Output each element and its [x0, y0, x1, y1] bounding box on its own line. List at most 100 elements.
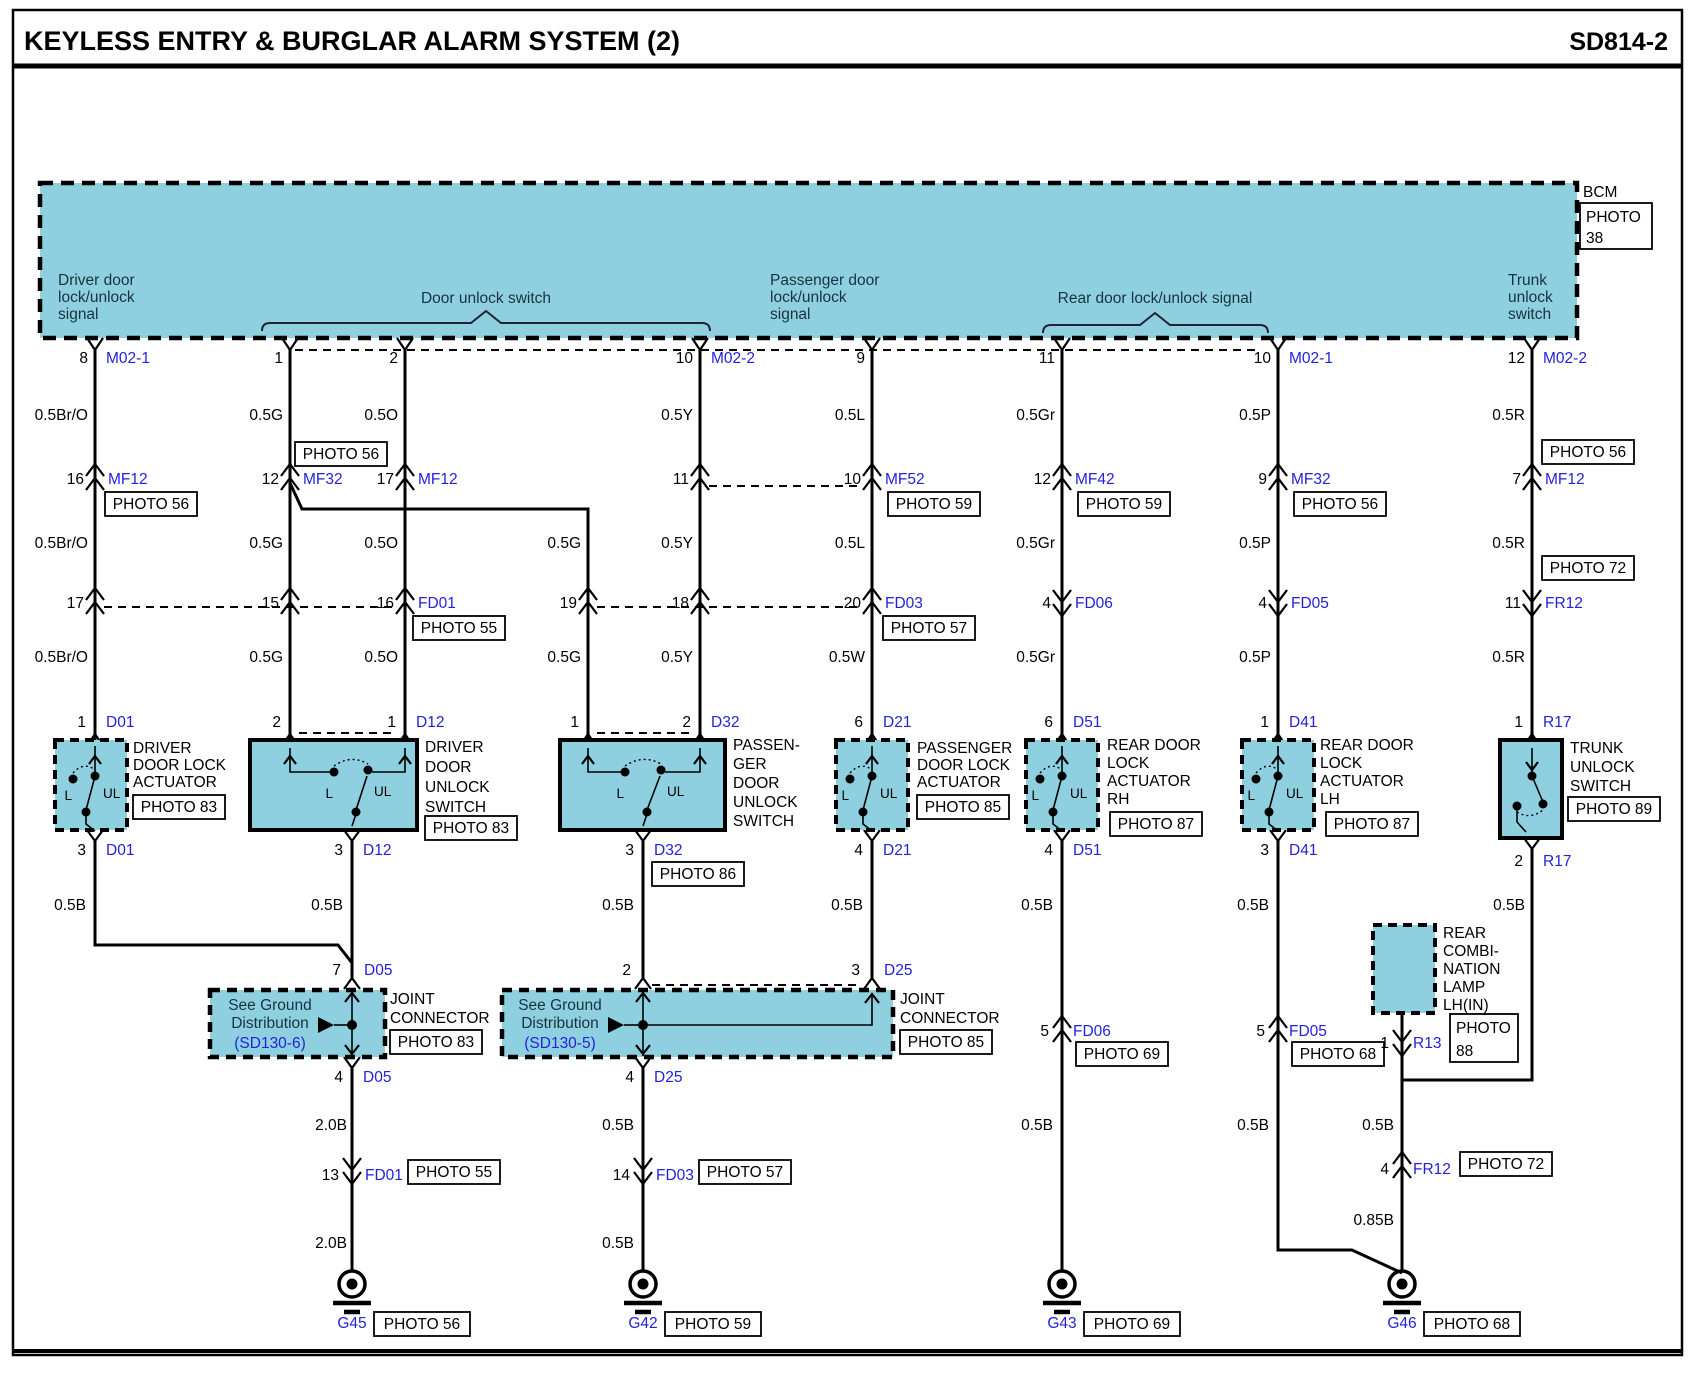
svg-text:(SD130-5)[interactable]: (SD130-5)	[524, 1035, 596, 1052]
svg-text:D41[interactable]: D41	[1289, 842, 1317, 859]
row3-connector-chevrons	[85, 586, 1542, 618]
svg-text:D25[interactable]: D25	[654, 1069, 682, 1086]
svg-text:MF12[interactable]: MF12	[1545, 471, 1585, 488]
svg-text:UL: UL	[1286, 786, 1304, 801]
svg-text:2: 2	[272, 714, 281, 731]
svg-text:19: 19	[560, 595, 577, 612]
photo-ref: PHOTO 57	[707, 1164, 783, 1181]
svg-text:0.5P: 0.5P	[1239, 407, 1271, 424]
svg-text:FR12[interactable]: FR12	[1413, 1161, 1451, 1178]
connector-code[interactable]: M02-1	[106, 350, 150, 367]
svg-text:DOOR: DOOR	[733, 775, 780, 792]
svg-text:3: 3	[1260, 842, 1269, 859]
svg-text:D51[interactable]: D51	[1073, 842, 1101, 859]
photo-ref: PHOTO	[1456, 1020, 1511, 1037]
svg-text:LOCK: LOCK	[1107, 755, 1150, 772]
svg-text:5: 5	[1040, 1023, 1049, 1040]
svg-text:1: 1	[387, 714, 396, 731]
lower-connector-chevrons	[342, 976, 1412, 1186]
svg-text:FD03[interactable]: FD03	[656, 1167, 694, 1184]
ground-code[interactable]: G43	[1047, 1315, 1076, 1332]
svg-text:MF32[interactable]: MF32	[303, 471, 343, 488]
svg-text:4: 4	[334, 1069, 343, 1086]
svg-text:NATION: NATION	[1443, 961, 1500, 978]
photo-ref: PHOTO 56	[384, 1316, 460, 1333]
svg-text:L: L	[325, 786, 333, 801]
svg-text:FR12[interactable]: FR12	[1545, 595, 1583, 612]
svg-text:Distribution: Distribution	[231, 1015, 309, 1032]
ground-code[interactable]: G45	[337, 1315, 366, 1332]
photo-ref: PHOTO 87	[1118, 816, 1194, 833]
svg-text:D21[interactable]: D21	[883, 714, 911, 731]
photo-ref: PHOTO 56	[303, 446, 379, 463]
svg-text:RH: RH	[1107, 791, 1129, 808]
svg-text:LH: LH	[1320, 791, 1340, 808]
bcm-module-box: BCM PHOTO 38 Driver door lock/unlock sig…	[37, 180, 1653, 341]
svg-text:lock/unlock: lock/unlock	[58, 289, 135, 306]
svg-text:D51[interactable]: D51	[1073, 714, 1101, 731]
svg-text:UL: UL	[374, 784, 392, 799]
svg-text:MF42[interactable]: MF42	[1075, 471, 1115, 488]
connector-code[interactable]: M02-2	[1543, 350, 1587, 367]
svg-text:0.5B: 0.5B	[602, 897, 634, 914]
svg-text:R17[interactable]: R17	[1543, 853, 1571, 870]
svg-text:R17[interactable]: R17	[1543, 714, 1571, 731]
svg-text:D12[interactable]: D12	[416, 714, 444, 731]
pin-number: 12	[1508, 350, 1525, 367]
svg-text:FD03[interactable]: FD03	[885, 595, 923, 612]
svg-text:5: 5	[1256, 1023, 1265, 1040]
svg-text:1: 1	[1260, 714, 1269, 731]
svg-text:D05[interactable]: D05	[364, 962, 392, 979]
svg-text:1: 1	[570, 714, 579, 731]
svg-text:D12[interactable]: D12	[363, 842, 391, 859]
svg-text:D01[interactable]: D01	[106, 714, 134, 731]
svg-text:D25[interactable]: D25	[884, 962, 912, 979]
svg-text:D32[interactable]: D32	[711, 714, 739, 731]
svg-text:D21[interactable]: D21	[883, 842, 911, 859]
svg-text:FD01[interactable]: FD01	[418, 595, 456, 612]
ground-symbol-g46	[1383, 1269, 1421, 1315]
svg-text:R13[interactable]: R13	[1413, 1035, 1441, 1052]
svg-text:18: 18	[672, 595, 689, 612]
svg-text:MF32[interactable]: MF32	[1291, 471, 1331, 488]
rear-combination-lamp-box	[1371, 923, 1437, 1015]
svg-text:LOCK: LOCK	[1320, 755, 1363, 772]
svg-text:0.5Gr: 0.5Gr	[1016, 649, 1055, 666]
svg-text:13: 13	[322, 1167, 339, 1184]
pin-number: 11	[1039, 350, 1055, 367]
svg-text:UNLOCK: UNLOCK	[1570, 759, 1635, 776]
svg-text:FD05[interactable]: FD05	[1291, 595, 1329, 612]
svg-text:FD06[interactable]: FD06	[1075, 595, 1113, 612]
connector-code[interactable]: M02-2	[711, 350, 755, 367]
connector-code[interactable]: M02-1	[1289, 350, 1333, 367]
ground-code[interactable]: G42	[628, 1315, 657, 1332]
photo-ref: 38	[1586, 230, 1603, 247]
wire-gauge-labels-4: 0.5B 0.5B 0.5B 0.5B 0.5B 0.5B 0.5B	[54, 897, 1525, 914]
bcm-pin-labels: 8 M02-1 1 2 10 M02-2 9 11 10 M02-1 12 M0…	[79, 350, 1587, 367]
row2-connector-chevrons	[85, 462, 1542, 491]
svg-text:MF52[interactable]: MF52	[885, 471, 925, 488]
ground-code[interactable]: G46	[1387, 1315, 1416, 1332]
svg-text:0.5Y: 0.5Y	[661, 407, 693, 424]
svg-text:6: 6	[1044, 714, 1053, 731]
svg-text:DRIVER: DRIVER	[133, 740, 192, 757]
svg-text:UL: UL	[1070, 786, 1088, 801]
svg-text:See Ground: See Ground	[518, 997, 602, 1014]
joint-connector-internals	[318, 990, 880, 1056]
svg-text:D01[interactable]: D01	[106, 842, 134, 859]
svg-text:FD01[interactable]: FD01	[365, 1167, 403, 1184]
svg-text:MF12[interactable]: MF12	[418, 471, 458, 488]
svg-text:(SD130-6)[interactable]: (SD130-6)	[234, 1035, 306, 1052]
svg-text:FD05[interactable]: FD05	[1289, 1023, 1327, 1040]
svg-text:0.5B: 0.5B	[1362, 1117, 1394, 1134]
svg-text:Rear door lock/unlock signal: Rear door lock/unlock signal	[1058, 290, 1253, 307]
svg-text:D32[interactable]: D32	[654, 842, 682, 859]
svg-text:D41[interactable]: D41	[1289, 714, 1317, 731]
photo-ref: PHOTO 56	[1550, 444, 1626, 461]
svg-text:MF12[interactable]: MF12	[108, 471, 148, 488]
svg-text:0.85B: 0.85B	[1353, 1212, 1394, 1229]
svg-text:UL: UL	[103, 786, 121, 801]
svg-text:FD06[interactable]: FD06	[1073, 1023, 1111, 1040]
pin-number: 9	[856, 350, 865, 367]
svg-text:D05[interactable]: D05	[363, 1069, 391, 1086]
